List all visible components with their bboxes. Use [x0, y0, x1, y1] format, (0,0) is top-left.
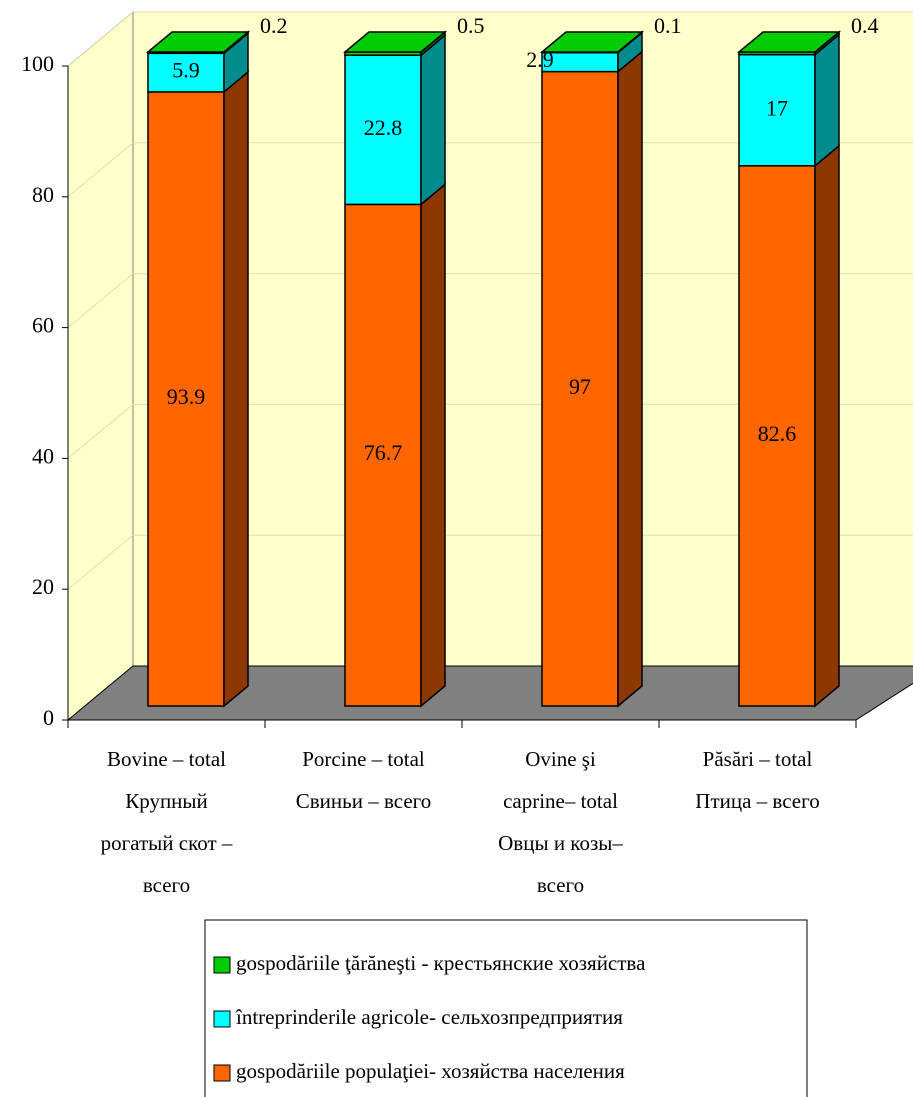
- y-tick-label: 40: [32, 443, 54, 468]
- legend-label: gospodăriile ţărăneşti - крестьянские хо…: [236, 951, 646, 975]
- legend-swatch: [213, 1064, 231, 1082]
- y-tick-label: 20: [32, 574, 54, 599]
- bar-top: [736, 31, 842, 53]
- data-label: 17: [766, 95, 788, 120]
- y-tick-label: 80: [32, 182, 54, 207]
- bar-segment: [738, 165, 816, 707]
- bar-top: [145, 31, 251, 53]
- x-tick-label: Ovine şi caprine– total Овцы и козы– все…: [498, 747, 623, 897]
- bar-side: [617, 50, 643, 708]
- grid-line: [67, 403, 913, 459]
- grid-line: [67, 534, 913, 590]
- bar-top: [539, 31, 645, 53]
- grid-line: [67, 142, 913, 198]
- data-label: 76.7: [364, 440, 403, 465]
- bar-segment: [147, 91, 225, 707]
- bar-side: [814, 144, 840, 708]
- y-tick-label: 100: [21, 51, 54, 76]
- data-label: 0.5: [457, 13, 485, 38]
- data-label: 0.2: [260, 13, 288, 38]
- bar-side: [223, 70, 249, 708]
- y-tick-label: 60: [32, 313, 54, 338]
- left-wall: [67, 10, 134, 722]
- grid-line: [67, 273, 913, 328]
- bar-side: [420, 182, 446, 708]
- data-label: 0.4: [851, 13, 879, 38]
- legend-box: [204, 919, 808, 1097]
- legend-swatch: [213, 1010, 231, 1028]
- x-tick-label: Păsări – total Птица – всего: [695, 747, 820, 813]
- data-label: 0.1: [654, 13, 682, 38]
- bar-segment: [344, 54, 422, 206]
- data-label: 97: [569, 374, 591, 399]
- grid-line: [67, 11, 913, 67]
- legend-label: gospodăriile populaţiei- хозяйства насел…: [236, 1059, 625, 1083]
- bar-segment: [541, 70, 619, 707]
- data-label: 82.6: [758, 421, 797, 446]
- x-tick-label: Porcine – total Свиньи – всего: [295, 747, 432, 813]
- bar-segment: [738, 53, 816, 167]
- bar-segment: [344, 203, 422, 707]
- bar-top: [342, 31, 448, 53]
- data-label: 93.9: [167, 384, 206, 409]
- data-label: 22.8: [364, 115, 403, 140]
- bar-side: [420, 33, 446, 206]
- x-tick-label: Bovine – total Крупный рогатый скот – вс…: [100, 747, 233, 897]
- legend-label: întreprinderile agricole- сельхозпредпри…: [235, 1005, 623, 1029]
- y-tick-label: 0: [43, 705, 54, 730]
- legend-swatch: [213, 956, 231, 974]
- data-label: 5.9: [172, 58, 200, 83]
- bar-side: [814, 33, 840, 168]
- bar-segment: [147, 52, 225, 93]
